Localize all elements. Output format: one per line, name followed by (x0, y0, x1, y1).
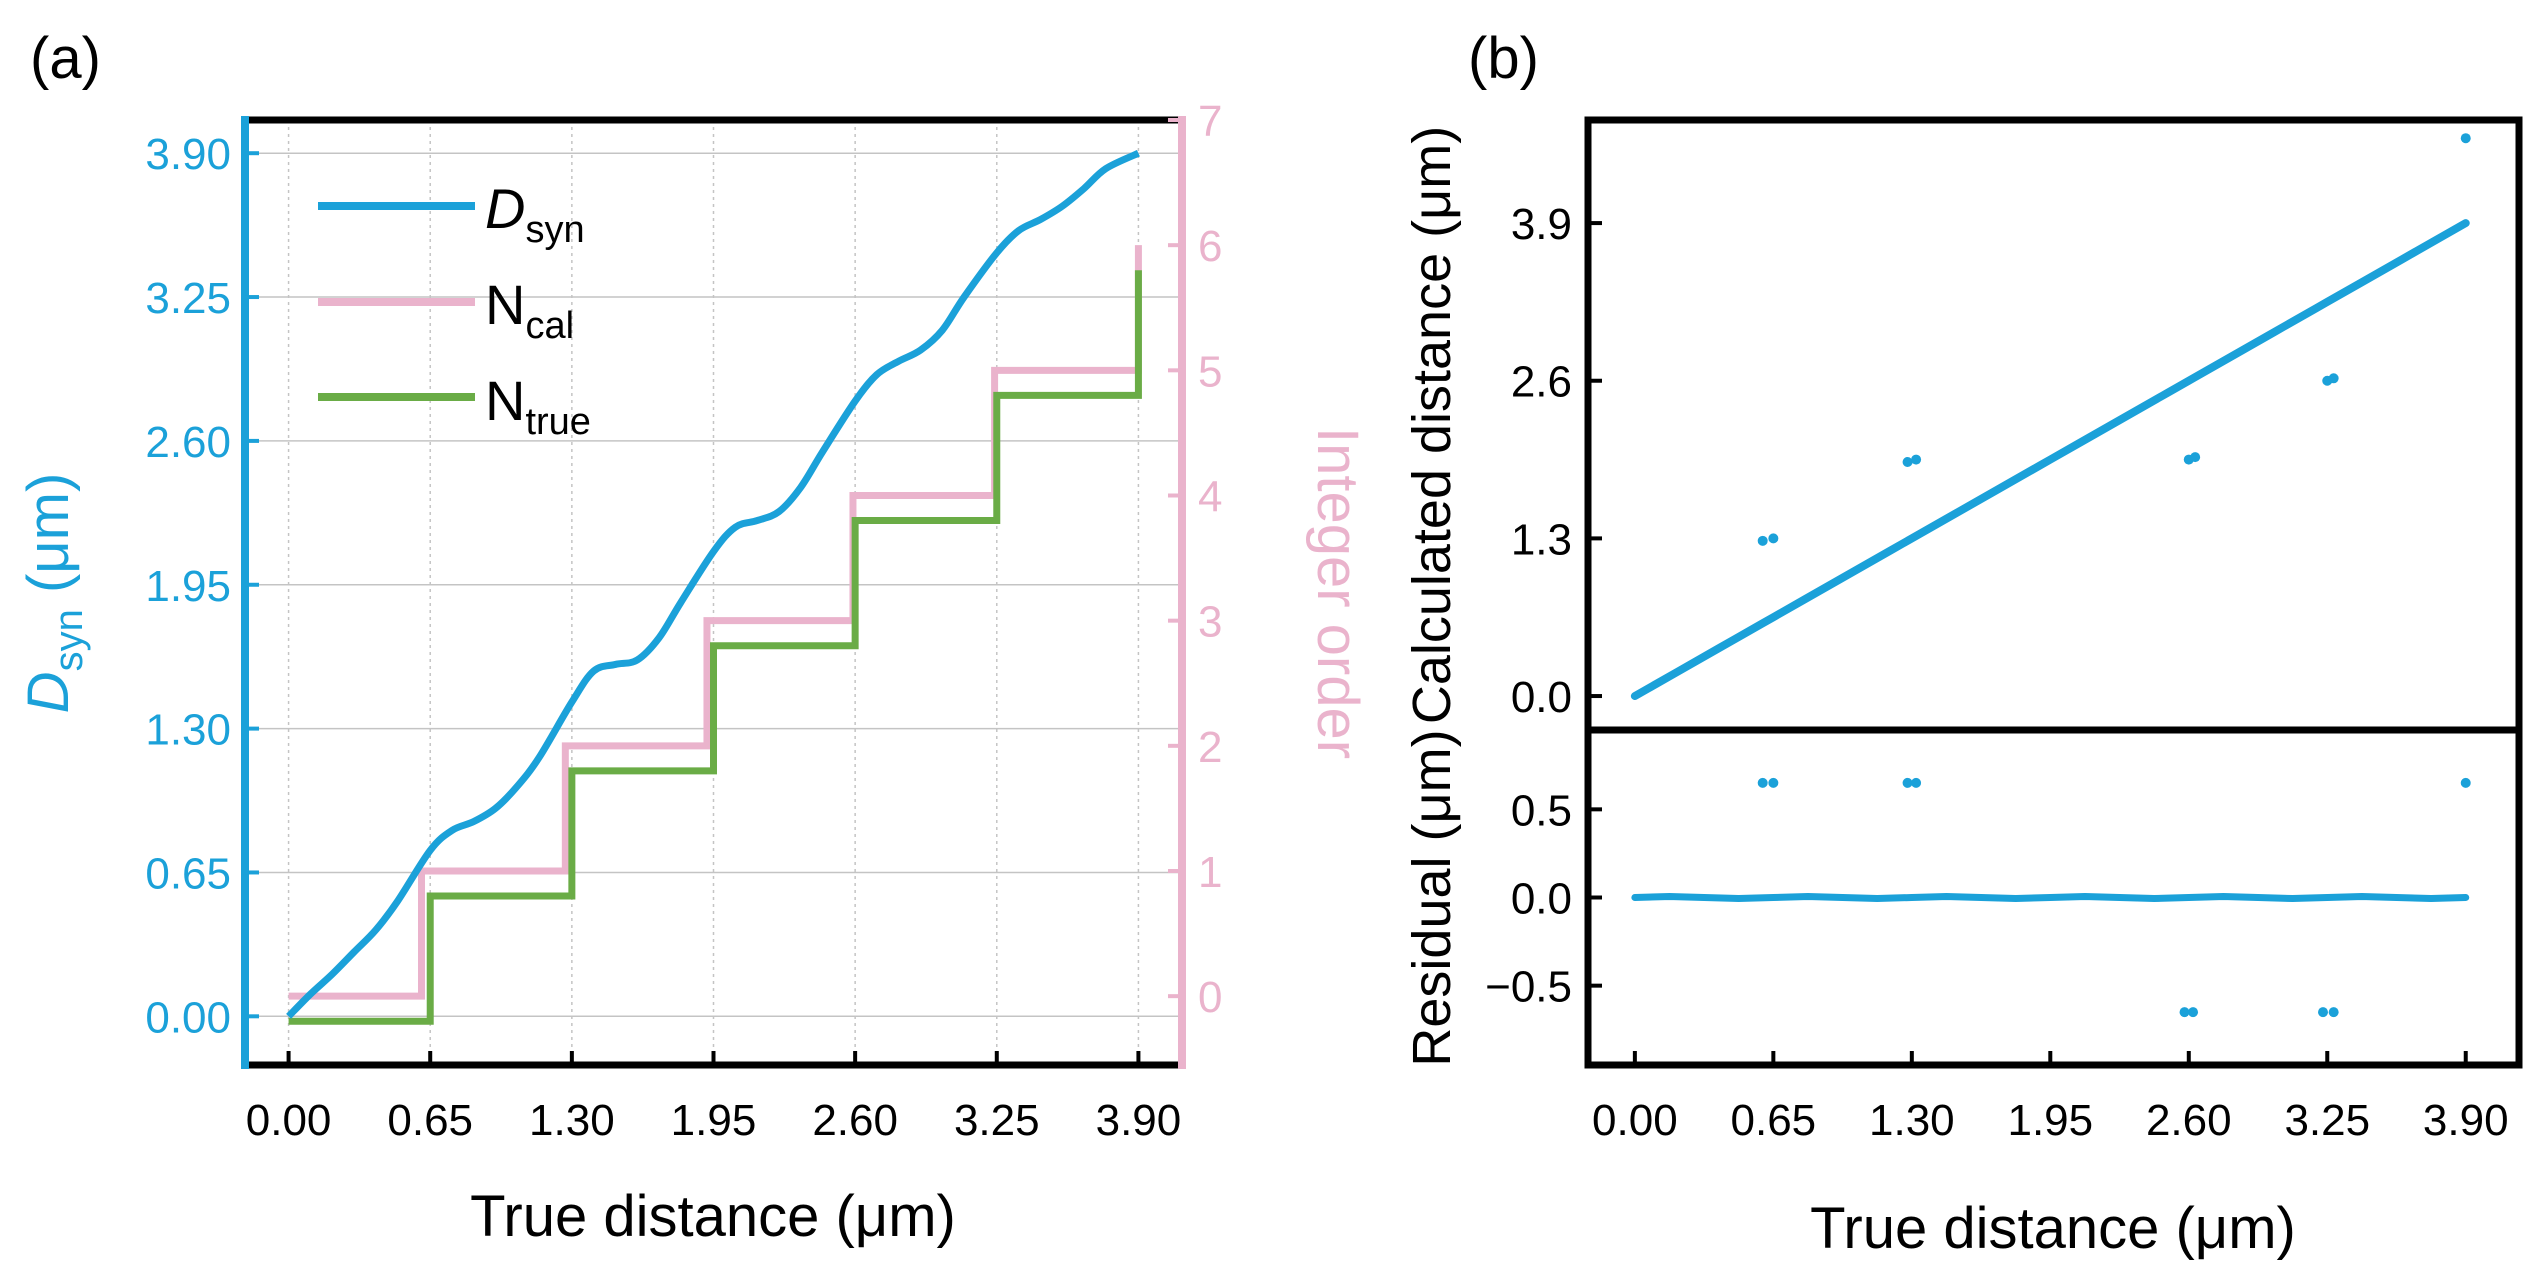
panel-b-ticks: 0.0 1.3 2.6 3.9 0.5 0.0 −0.5 0.00 0.65 1.30 1.95 2.… (1485, 200, 2508, 1145)
panel-b-top-ytick-label: 3.9 (1511, 200, 1572, 249)
panel-b-xtick-label: 1.95 (2007, 1096, 2093, 1145)
panel-a-y2tick-label: 5 (1198, 347, 1222, 396)
residual-outlier-point (2328, 1007, 2339, 1018)
legend-ntrue-label: Ntrue (485, 369, 591, 443)
residual-outlier-point (1757, 777, 1768, 788)
panel-b-xlabel: True distance (μm) (1810, 1196, 2296, 1261)
panel-b-bottom-ytick-label: 0.5 (1511, 786, 1572, 835)
calculated-outlier-point (1911, 454, 1922, 465)
panel-a-ylabel: Dsyn (μm) (16, 473, 91, 714)
residual-outlier-point (1902, 777, 1913, 788)
panel-a-ytick-label: 3.90 (145, 130, 231, 179)
panel-a-y2tick-label: 1 (1198, 848, 1222, 897)
panel-a-ytick-label: 0.65 (145, 849, 231, 898)
residual-series (1631, 892, 2470, 903)
residual-outlier-point (2460, 777, 2471, 788)
panel-a-xlabel: True distance (μm) (470, 1184, 956, 1249)
panel-b-bottom-ylabel: Residual (μm) (1402, 729, 1462, 1066)
panel-b-bottom-ytick-label: 0.0 (1511, 875, 1572, 924)
panel-a-xtick-label: 0.00 (246, 1096, 332, 1145)
panel-a-ytick-label: 3.25 (145, 274, 231, 323)
calculated-distance-series (1630, 219, 2470, 701)
residual-outlier-point (2318, 1007, 2328, 1018)
panel-a-xtick-label: 3.90 (1096, 1096, 1182, 1145)
panel-a-y2tick-label: 0 (1198, 973, 1222, 1022)
panel-b-chart: 0.0 1.3 2.6 3.9 0.5 0.0 −0.5 0.00 0.65 1.30 1.95 2.… (1402, 116, 2523, 1261)
panel-a-ytick-label: 2.60 (145, 418, 231, 467)
series-ncal-line (288, 245, 1142, 1000)
panel-b-xtick-label: 3.25 (2284, 1096, 2370, 1145)
residual-outlier-point (1768, 777, 1779, 788)
panel-a-ytick-label: 1.95 (145, 562, 231, 611)
panel-b-bottom-ytick-label: −0.5 (1485, 963, 1572, 1012)
panel-a-series (286, 150, 1142, 1025)
panel-b-top-ytick-label: 2.6 (1511, 358, 1572, 407)
panel-b-xtick-label: 1.30 (1869, 1096, 1955, 1145)
panel-b-top-frame (1584, 116, 2523, 734)
panel-a-y2tick-label: 4 (1198, 472, 1222, 521)
panel-a-xtick-label: 1.95 (671, 1096, 757, 1145)
calculated-outlier-point (1768, 533, 1779, 544)
panel-a-legend: Dsyn Ncal Ntrue (318, 177, 591, 443)
panel-a-xtick-label: 2.60 (812, 1096, 898, 1145)
calculated-outlier-point (1902, 456, 1913, 467)
legend-dsyn-label: Dsyn (485, 177, 585, 251)
panel-b-label: (b) (1468, 26, 1539, 91)
panel-b-top-ytick-label: 0.0 (1511, 673, 1572, 722)
panel-a-y2tick-label: 3 (1198, 598, 1222, 647)
panel-a-ytick-label: 0.00 (145, 993, 231, 1042)
residual-outlier-point (2179, 1007, 2190, 1018)
panel-a-y2tick-label: 7 (1198, 97, 1222, 146)
panel-a-xtick-label: 3.25 (954, 1096, 1040, 1145)
panel-a-chart: 0.00 0.65 1.30 1.95 2.60 3.25 3.90 0.00 0.65 1.30… (16, 97, 1370, 1249)
calculated-outlier-point (1757, 535, 1768, 546)
panel-a-y2label: Integer order (1305, 427, 1370, 759)
panel-a-xtick-label: 1.30 (529, 1096, 615, 1145)
panel-a-xtick-label: 0.65 (387, 1096, 473, 1145)
calculated-outlier-point (2328, 373, 2339, 384)
panel-a-label: (a) (30, 26, 101, 91)
panel-b-xtick-label: 0.00 (1592, 1096, 1678, 1145)
panel-b-xtick-label: 3.90 (2423, 1096, 2509, 1145)
legend-ncal-label: Ncal (485, 273, 574, 347)
calculated-outlier-point (2190, 452, 2201, 463)
series-ntrue-line (288, 270, 1142, 1025)
residual-outlier-point (2188, 1007, 2199, 1018)
panel-b-top-ylabel: Calculated distance (μm) (1402, 126, 1462, 724)
panel-a-y2tick-label: 2 (1198, 723, 1222, 772)
panel-b-bottom-series (1631, 777, 2471, 1018)
residual-outlier-point (1911, 777, 1922, 788)
panel-a-ytick-label: 1.30 (145, 706, 231, 755)
panel-b-top-ytick-label: 1.3 (1511, 515, 1572, 564)
calculated-outlier-point (2460, 133, 2471, 144)
panel-b-top-series (1630, 133, 2471, 701)
panel-a-y2tick-label: 6 (1198, 222, 1222, 271)
panel-b-xtick-label: 0.65 (1731, 1096, 1817, 1145)
panel-b-xtick-label: 2.60 (2146, 1096, 2232, 1145)
series-dsyn-line (286, 150, 1140, 1019)
panel-a-ticks: 0.00 0.65 1.30 1.95 2.60 3.25 3.90 0.00 0.65 1.30… (145, 97, 1222, 1145)
